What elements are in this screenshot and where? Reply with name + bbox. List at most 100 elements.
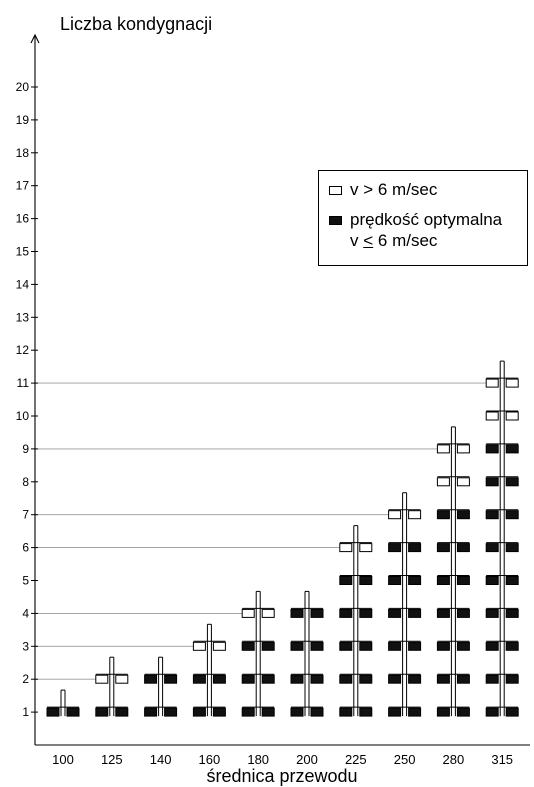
marker-filled — [408, 707, 422, 717]
marker-filled — [408, 608, 422, 618]
marker-filled — [339, 674, 353, 684]
marker-filled — [290, 707, 304, 717]
y-tick-label: 14 — [16, 277, 30, 291]
marker-filled — [505, 543, 519, 553]
legend-open-label: v > 6 m/sec — [350, 180, 438, 199]
marker-open — [241, 608, 255, 618]
pipe-column — [485, 360, 519, 717]
marker-open — [388, 510, 402, 520]
pipe-column — [339, 525, 373, 717]
y-tick-label: 5 — [22, 574, 29, 588]
marker-filled — [359, 576, 373, 585]
marker-filled — [485, 641, 499, 651]
marker-filled — [505, 510, 519, 520]
marker-filled — [46, 707, 60, 717]
marker-open — [505, 378, 519, 388]
marker-filled — [408, 674, 422, 684]
marker-filled — [485, 674, 499, 684]
marker-filled — [388, 641, 402, 651]
marker-open — [192, 641, 206, 651]
x-tick-label: 140 — [150, 752, 172, 767]
marker-filled — [339, 608, 353, 618]
marker-filled — [212, 707, 226, 717]
y-tick-label: 10 — [16, 409, 30, 423]
marker-filled — [505, 608, 519, 618]
x-tick-label: 315 — [491, 752, 513, 767]
marker-filled — [456, 674, 470, 684]
marker-open — [359, 543, 373, 553]
marker-open — [95, 674, 109, 684]
marker-filled — [456, 707, 470, 717]
y-tick-label: 11 — [17, 376, 30, 390]
marker-filled — [436, 674, 450, 684]
marker-filled — [261, 674, 275, 684]
legend-item-filled: prędkość optymalna v < 6 m/sec — [329, 209, 502, 251]
x-tick-label: 225 — [345, 752, 367, 767]
marker-filled — [261, 641, 275, 651]
marker-open — [436, 444, 450, 454]
x-tick-label: 280 — [443, 752, 465, 767]
marker-filled — [192, 674, 206, 684]
y-tick-label: 19 — [16, 113, 30, 127]
marker-filled — [144, 707, 158, 717]
marker-filled — [212, 674, 226, 684]
pipe-column — [95, 656, 129, 717]
pipe-column — [388, 492, 422, 717]
marker-filled — [310, 674, 324, 684]
y-tick-label: 8 — [22, 475, 29, 489]
legend: v > 6 m/sec prędkość optymalna v < 6 m/s… — [318, 170, 528, 266]
marker-filled — [310, 707, 324, 717]
y-tick-label: 17 — [16, 179, 30, 193]
y-tick-label: 3 — [22, 639, 29, 653]
marker-filled — [359, 674, 373, 684]
legend-open-swatch — [329, 186, 342, 195]
x-tick-label: 100 — [52, 752, 74, 767]
marker-filled — [456, 543, 470, 553]
marker-open — [485, 411, 499, 421]
marker-filled — [436, 707, 450, 717]
pipe-column — [144, 656, 178, 717]
marker-filled — [456, 608, 470, 618]
marker-filled — [485, 477, 499, 487]
marker-filled — [505, 641, 519, 651]
marker-filled — [485, 444, 499, 454]
y-axis-title: Liczba kondygnacji — [60, 14, 212, 34]
marker-filled — [359, 641, 373, 651]
marker-filled — [290, 608, 304, 618]
marker-filled — [485, 576, 499, 585]
marker-filled — [388, 674, 402, 684]
y-tick-label: 2 — [22, 672, 29, 686]
marker-filled — [456, 641, 470, 651]
x-tick-label: 160 — [199, 752, 221, 767]
marker-filled — [359, 608, 373, 618]
pipe-column — [192, 623, 226, 717]
marker-filled — [505, 576, 519, 585]
x-tick-label: 250 — [394, 752, 416, 767]
legend-filled-label-line2-symbol: < — [363, 231, 374, 250]
marker-filled — [505, 444, 519, 454]
axes — [30, 33, 530, 746]
marker-filled — [290, 674, 304, 684]
y-tick-label: 15 — [16, 245, 30, 259]
pipe-column — [436, 426, 470, 717]
x-tick-label: 200 — [296, 752, 318, 767]
legend-item-open: v > 6 m/sec — [329, 179, 437, 200]
y-tick-label: 12 — [16, 343, 30, 357]
x-axis-title: średnica przewodu — [206, 766, 357, 786]
marker-filled — [436, 576, 450, 585]
y-tick-label: 1 — [22, 705, 29, 719]
marker-filled — [144, 674, 158, 684]
marker-filled — [66, 707, 80, 717]
pipe-column — [290, 590, 324, 717]
marker-filled — [115, 707, 129, 717]
marker-filled — [388, 576, 402, 585]
marker-filled — [95, 707, 109, 717]
marker-filled — [241, 641, 255, 651]
marker-open — [456, 444, 470, 454]
x-tick-label: 180 — [247, 752, 269, 767]
marker-filled — [164, 674, 178, 684]
marker-open — [261, 608, 275, 618]
y-tick-label: 13 — [16, 310, 30, 324]
